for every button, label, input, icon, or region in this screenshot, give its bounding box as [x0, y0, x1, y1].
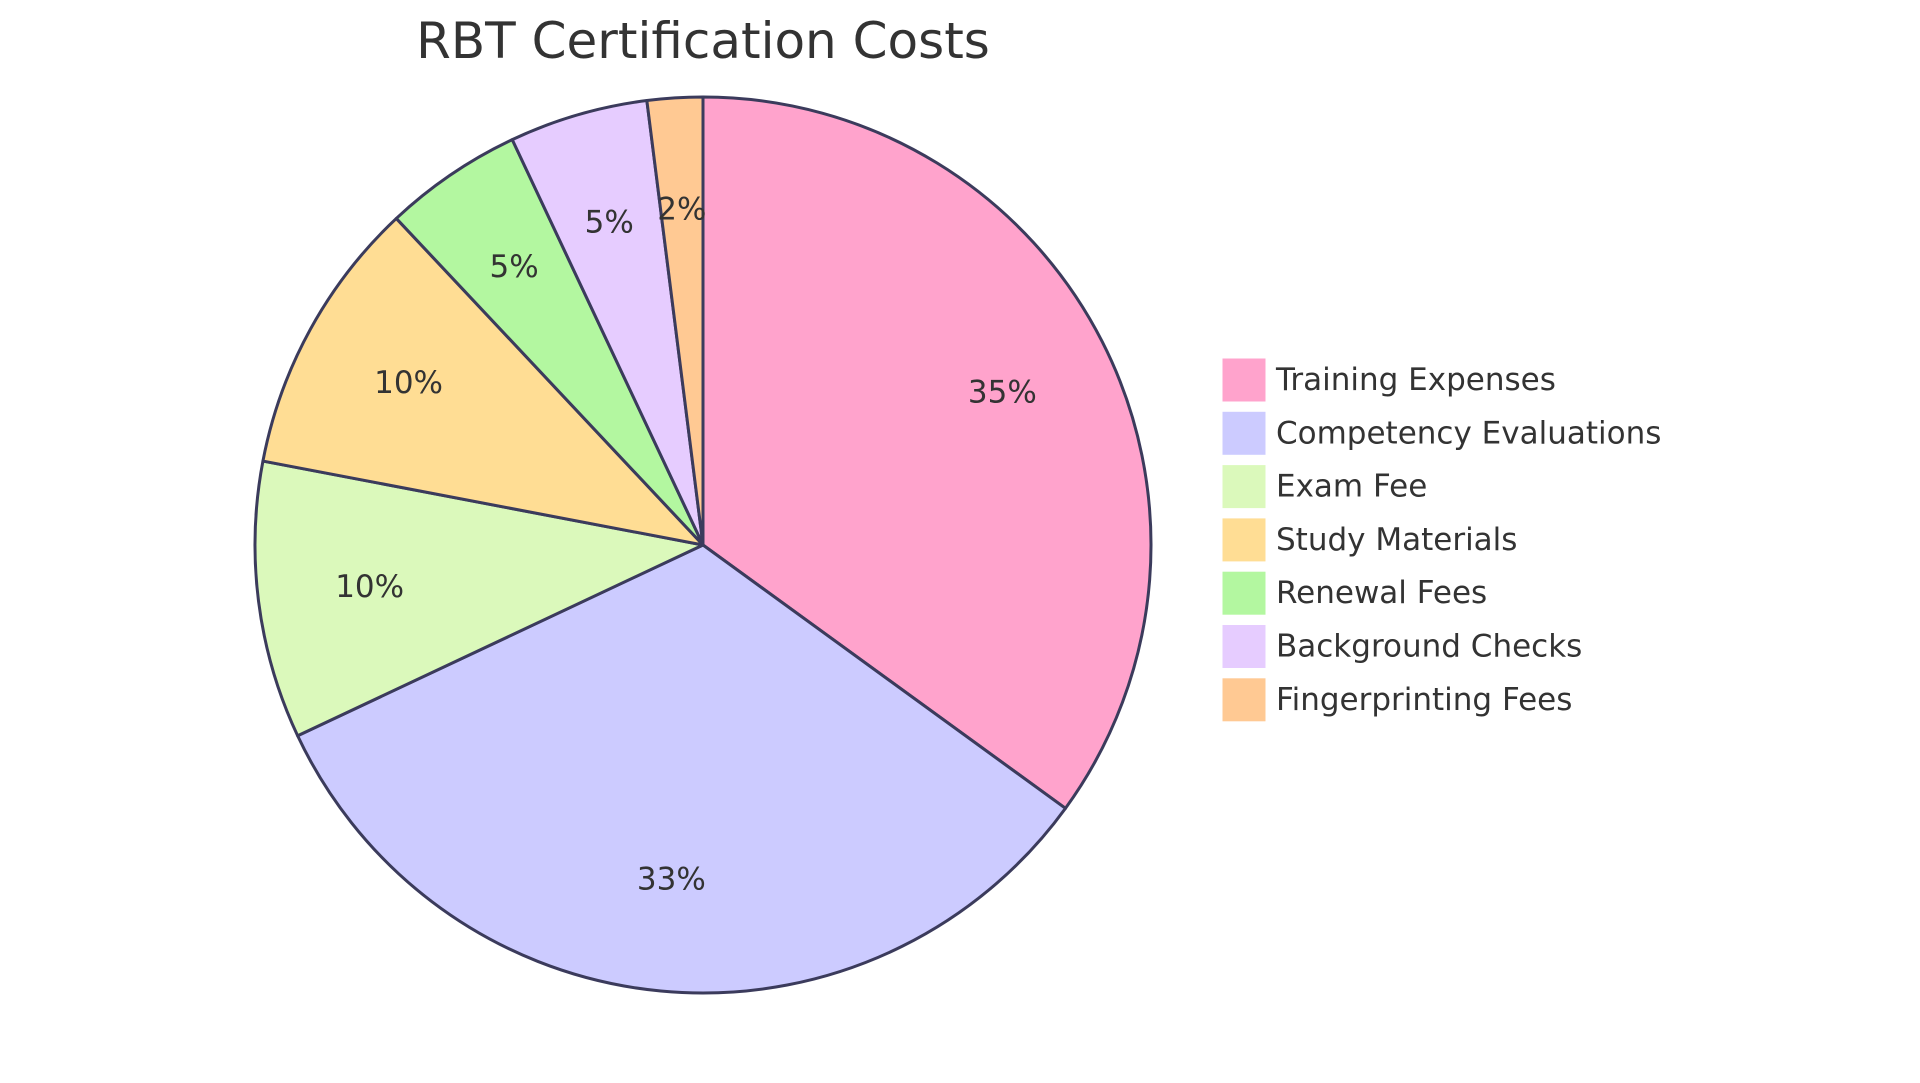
pie-slice-study-materials	[261, 216, 705, 547]
legend: Training Expenses Competency Evaluations E…	[1221, 357, 1661, 723]
pie-slices	[253, 95, 1153, 995]
slice-label-competency-evaluations: 33%	[637, 862, 706, 898]
legend-swatch-exam-fee	[1221, 464, 1267, 510]
legend-label-study-materials: Study Materials	[1276, 522, 1517, 558]
legend-label-competency-evaluations: Competency Evaluations	[1276, 415, 1661, 451]
legend-label-renewal-fees: Renewal Fees	[1276, 575, 1487, 611]
legend-swatch-training-expenses	[1221, 357, 1267, 403]
legend-label-fingerprinting-fees: Fingerprinting Fees	[1276, 682, 1572, 718]
legend-swatch-fingerprinting-fees	[1221, 677, 1267, 723]
pie-slice-training-expenses	[701, 95, 1153, 810]
pie-slice-fingerprinting-fees	[645, 95, 705, 547]
chart-title: RBT Certification Costs	[416, 12, 990, 70]
legend-swatch-study-materials	[1221, 517, 1267, 563]
legend-swatch-competency-evaluations	[1221, 410, 1267, 456]
slice-label-fingerprinting-fees: 2%	[657, 192, 706, 228]
slice-label-training-expenses: 35%	[968, 374, 1037, 410]
legend-swatch-background-checks	[1221, 624, 1267, 669]
pie-slice-labels: 35% 33% 10% 10% 5% 5% 2%	[335, 192, 1037, 898]
slice-label-background-checks: 5%	[585, 204, 634, 240]
pie-slice-exam-fee	[253, 459, 705, 738]
legend-label-exam-fee: Exam Fee	[1276, 469, 1427, 505]
slice-label-renewal-fees: 5%	[490, 249, 539, 285]
legend-label-training-expenses: Training Expenses	[1275, 362, 1556, 398]
legend-label-background-checks: Background Checks	[1276, 629, 1582, 665]
legend-swatch-renewal-fees	[1221, 570, 1267, 616]
slice-label-exam-fee: 10%	[335, 569, 404, 605]
slice-label-study-materials: 10%	[374, 365, 443, 401]
pie-slice-competency-evaluations	[296, 543, 1067, 995]
